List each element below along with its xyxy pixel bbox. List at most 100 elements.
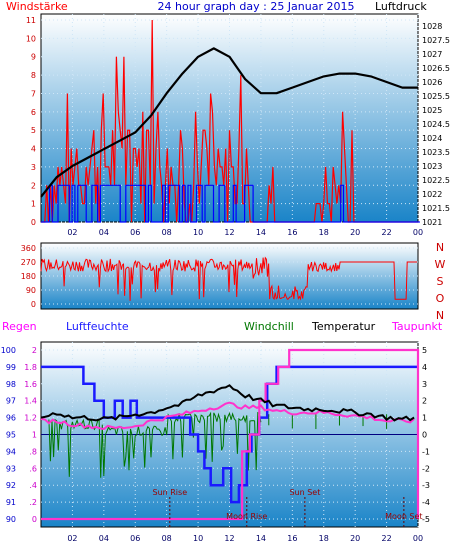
compass-label: N	[436, 241, 444, 254]
humidity-y-tick: 90	[6, 515, 16, 524]
pressure-y-tick: 1023.5	[422, 148, 450, 157]
wind-y-tick: 10	[26, 34, 36, 43]
chart-title: 24 hour graph day : 25 Januar 2015	[158, 0, 355, 13]
wind-x-tick: 18	[319, 228, 329, 237]
pressure-y-tick: 1028	[422, 22, 442, 31]
wind-x-tick: 20	[350, 228, 360, 237]
wind-y-tick: 7	[31, 89, 36, 98]
climate-x-tick: 04	[99, 534, 109, 543]
pressure-y-tick: 1024.5	[422, 120, 450, 129]
climate-x-tick: 22	[381, 534, 391, 543]
temperature-y-tick: 5	[422, 346, 427, 355]
rain-y-tick: 1.2	[24, 414, 37, 423]
wind-direction-series	[40, 256, 418, 301]
moon-rise-label: Moon Rise	[226, 512, 267, 521]
climate-x-tick: 18	[319, 534, 329, 543]
wind-x-tick: 04	[99, 228, 109, 237]
rain-y-tick: 2	[32, 346, 37, 355]
pressure-y-tick: 1022.5	[422, 176, 450, 185]
wind-y-tick: 0	[31, 218, 36, 227]
wind-x-tick: 02	[67, 228, 77, 237]
rain-y-tick: .2	[29, 498, 37, 507]
climate-x-tick: 20	[350, 534, 360, 543]
compass-label: W	[435, 258, 446, 271]
temperature-y-tick: -5	[422, 515, 430, 524]
humidity-y-tick: 99	[6, 363, 16, 372]
wind-x-tick: 10	[193, 228, 203, 237]
dewpoint-series	[40, 401, 415, 431]
wind-y-tick: 6	[31, 108, 36, 117]
temperature-series	[40, 384, 415, 422]
pressure-series	[40, 47, 418, 198]
dewpoint-label: Taupunkt	[391, 320, 443, 333]
climate-x-tick: 14	[256, 534, 266, 543]
rain-y-tick: 1	[32, 431, 37, 440]
humidity-y-tick: 97	[6, 397, 16, 406]
axis-layer: 0123456789101110281027.510271026.5102610…	[1, 16, 450, 543]
rain-y-tick: .8	[29, 447, 37, 456]
compass-label: N	[436, 309, 444, 322]
direction-y-tick: 270	[21, 258, 36, 267]
wind-x-tick: 16	[287, 228, 297, 237]
wind-y-tick: 11	[26, 16, 36, 25]
wind-x-tick: 00	[413, 228, 423, 237]
rain-y-tick: 1.4	[24, 397, 37, 406]
wind-x-tick: 06	[130, 228, 140, 237]
temperature-y-tick: 0	[422, 431, 427, 440]
windchill-label: Windchill	[244, 320, 294, 333]
wind-x-tick: 12	[224, 228, 234, 237]
pressure-y-tick: 1022	[422, 190, 442, 199]
pressure-y-tick: 1025	[422, 106, 442, 115]
rain-y-tick: .4	[29, 481, 37, 490]
wind-y-tick: 1	[31, 200, 36, 209]
wind-y-tick: 4	[31, 145, 36, 154]
moon-set-label: Moon Set	[385, 512, 422, 521]
temperature-label: Temperatur	[311, 320, 376, 333]
direction-y-tick: 0	[31, 300, 36, 309]
pressure-y-tick: 1026	[422, 78, 442, 87]
rain-label: Regen	[2, 320, 37, 333]
pressure-y-tick: 1021.5	[422, 204, 450, 213]
wind-axis-label: Windstärke	[6, 0, 68, 13]
temperature-y-tick: -3	[422, 481, 430, 490]
climate-x-tick: 02	[67, 534, 77, 543]
climate-x-tick: 06	[130, 534, 140, 543]
wind-y-tick: 9	[31, 53, 36, 62]
humidity-y-tick: 96	[6, 414, 16, 423]
direction-y-tick: 180	[21, 272, 36, 281]
climate-x-tick: 08	[162, 534, 172, 543]
wind-y-tick: 3	[31, 163, 36, 172]
temperature-y-tick: 3	[422, 380, 427, 389]
humidity-y-tick: 93	[6, 464, 16, 473]
humidity-y-tick: 94	[6, 447, 16, 456]
rain-y-tick: 1.6	[24, 380, 37, 389]
direction-y-tick: 90	[26, 286, 36, 295]
climate-series-layer	[40, 342, 420, 527]
climate-x-tick: 10	[193, 534, 203, 543]
wind-y-tick: 8	[31, 71, 36, 80]
temperature-y-tick: 4	[422, 363, 427, 372]
temperature-y-tick: -1	[422, 447, 430, 456]
direction-y-tick: 360	[21, 244, 36, 253]
pressure-y-tick: 1025.5	[422, 92, 450, 101]
humidity-y-tick: 92	[6, 481, 16, 490]
humidity-y-tick: 98	[6, 380, 16, 389]
humidity-y-tick: 100	[1, 346, 16, 355]
wind-x-tick: 14	[256, 228, 266, 237]
climate-x-tick: 00	[413, 534, 423, 543]
humidity-y-tick: 95	[6, 431, 16, 440]
humidity-label: Luftfeuchte	[66, 320, 129, 333]
rain-y-tick: 1.8	[24, 363, 37, 372]
humidity-y-tick: 91	[6, 498, 16, 507]
rain-series	[41, 348, 420, 521]
compass-label: O	[436, 292, 445, 305]
wind-y-tick: 5	[31, 126, 36, 135]
pressure-y-tick: 1024	[422, 134, 442, 143]
pressure-y-tick: 1023	[422, 162, 442, 171]
climate-x-tick: 12	[224, 534, 234, 543]
temperature-y-tick: -4	[422, 498, 430, 507]
pressure-y-tick: 1027.5	[422, 36, 450, 45]
rain-y-tick: .6	[29, 464, 37, 473]
